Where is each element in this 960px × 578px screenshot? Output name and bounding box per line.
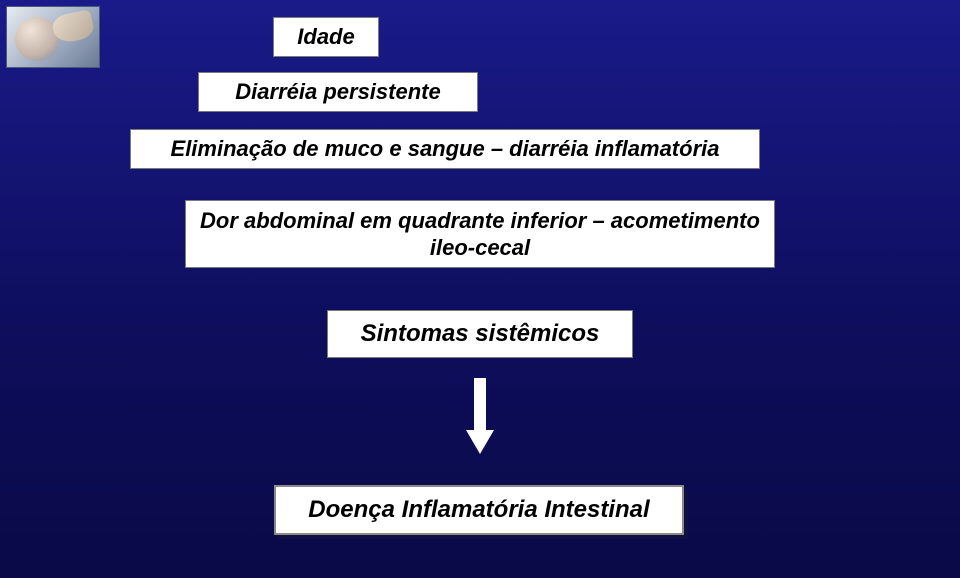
arrow-stem [474,378,486,430]
box-label: Idade [297,23,354,51]
box-dor-abdominal: Dor abdominal em quadrante inferior – ac… [185,200,775,268]
corner-thumbnail [6,6,100,68]
box-label: Doença Inflamatória Intestinal [308,495,649,525]
box-eliminacao: Eliminação de muco e sangue – diarréia i… [130,129,760,169]
box-label: Eliminação de muco e sangue – diarréia i… [171,135,720,163]
box-doenca-inflamatoria: Doença Inflamatória Intestinal [274,485,684,535]
down-arrow-icon [466,378,494,454]
box-label: Dor abdominal em quadrante inferior – ac… [200,207,760,262]
box-label: Diarréia persistente [235,78,440,106]
arrow-head [466,430,494,454]
box-idade: Idade [273,17,379,57]
box-sintomas-sistemicos: Sintomas sistêmicos [327,310,633,358]
box-diarreia-persistente: Diarréia persistente [198,72,478,112]
box-label: Sintomas sistêmicos [361,319,600,349]
